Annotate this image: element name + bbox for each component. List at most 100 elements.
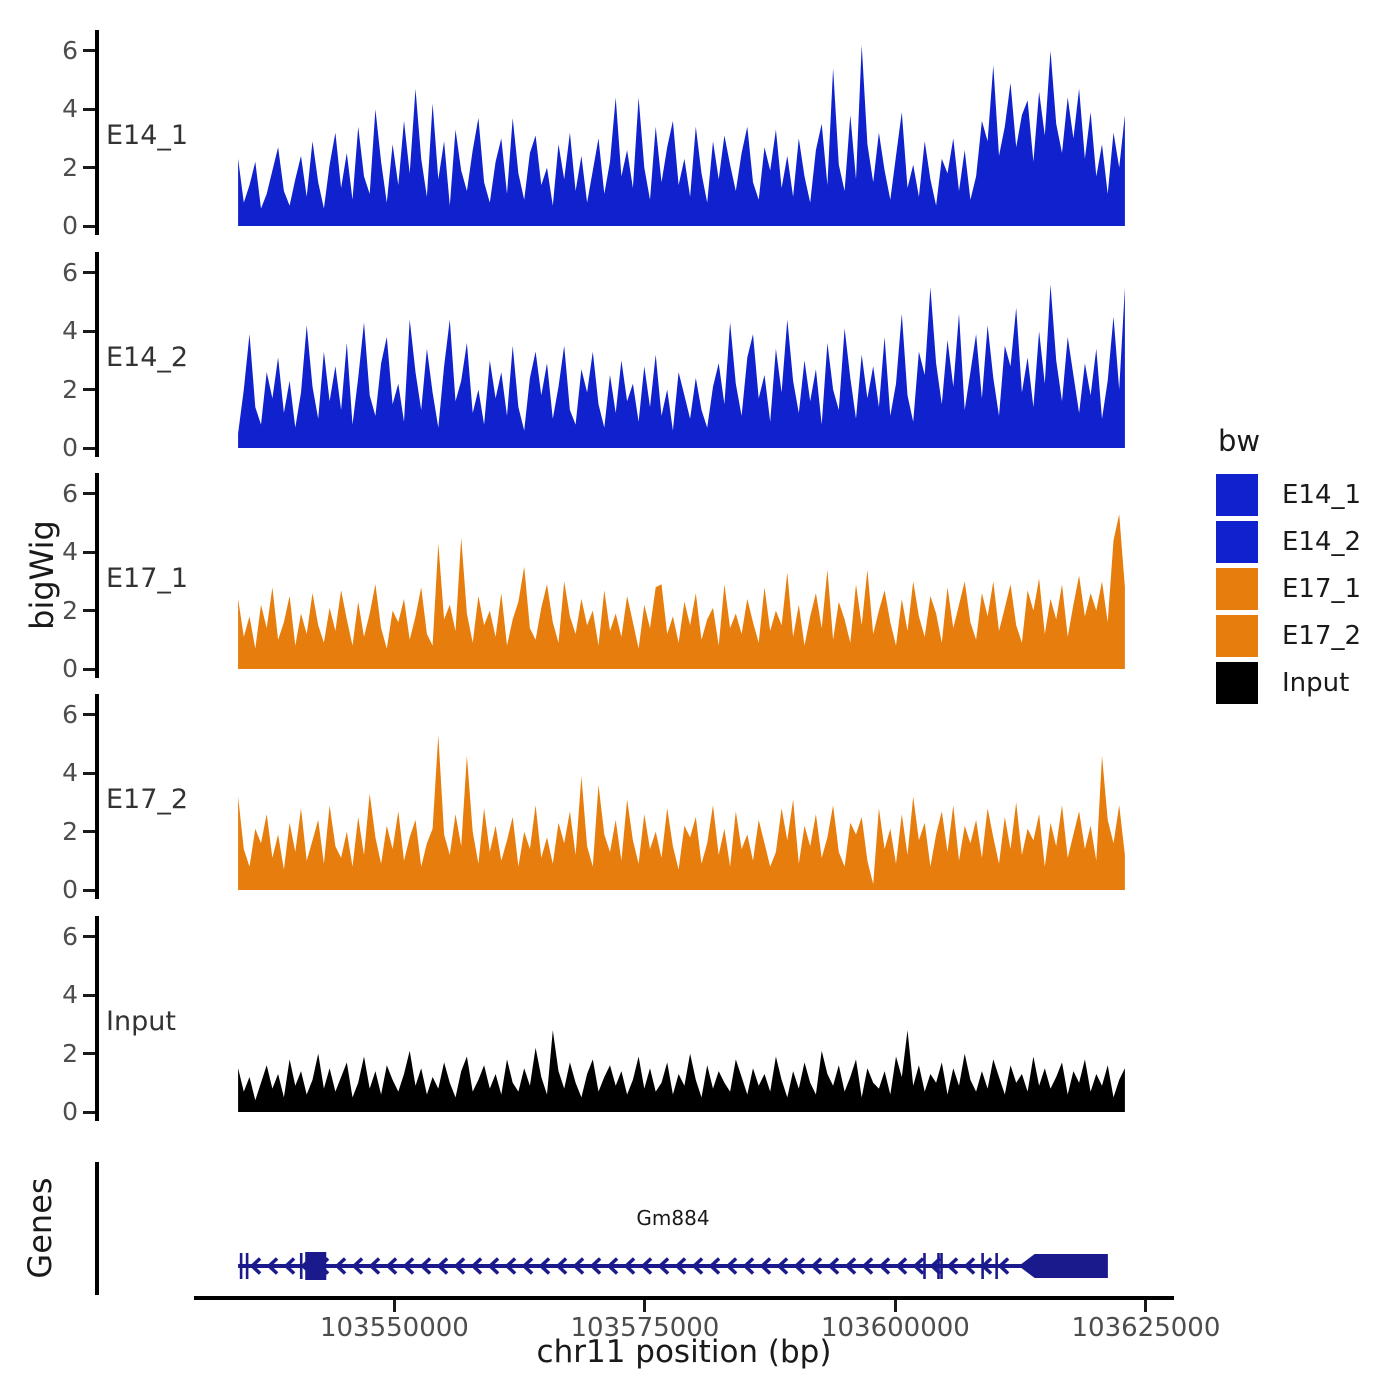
- x-axis-line: [194, 1296, 1174, 1300]
- legend-item-E14_2: E14_2: [1216, 521, 1361, 563]
- gene-strand-arrow: [589, 1257, 602, 1275]
- gene-strand-arrow: [385, 1257, 398, 1275]
- legend-swatch-E14_1: [1216, 474, 1258, 516]
- genes-axis-line: [95, 1162, 99, 1295]
- y-tick-label: 0: [62, 875, 78, 904]
- gene-strand-arrow: [606, 1257, 619, 1275]
- gene-strand-arrow: [266, 1257, 279, 1275]
- gene-strand-arrow: [759, 1257, 772, 1275]
- legend-item-E17_2: E17_2: [1216, 615, 1361, 657]
- y-tick-label: 2: [62, 152, 78, 182]
- gene-strand-arrow: [776, 1257, 789, 1275]
- strip-label-E14_1: E14_1: [106, 120, 189, 151]
- y-tick-label: 6: [62, 35, 78, 65]
- gene-strand-arrow: [436, 1257, 449, 1275]
- legend-label: E17_2: [1282, 621, 1362, 651]
- gene-exon-tick: [940, 1253, 943, 1279]
- strip-label-E17_2: E17_2: [106, 784, 189, 815]
- gene-strand-arrow: [725, 1257, 738, 1275]
- x-tick-mark: [392, 1300, 396, 1312]
- gene-strand-arrow: [623, 1257, 636, 1275]
- legend-swatch-E14_2: [1216, 521, 1258, 563]
- y-tick-mark: [83, 830, 95, 834]
- legend-items: E14_1 E14_2 E17_1 E17_2 Input: [1216, 474, 1361, 704]
- y-axis-line: [95, 30, 99, 235]
- y-tick-label: 4: [62, 316, 78, 346]
- x-tick-label: 103575000: [570, 1313, 720, 1343]
- gene-exon-tick: [937, 1253, 940, 1279]
- legend-swatch-E17_1: [1216, 568, 1258, 610]
- legend-title: bw: [1218, 424, 1261, 458]
- gene-strand-arrow: [368, 1257, 381, 1275]
- gene-exon-tick: [299, 1253, 303, 1279]
- y-tick-label: 2: [62, 595, 78, 625]
- y-tick-mark: [83, 446, 95, 450]
- y-axis-line: [95, 694, 99, 899]
- y-tick-label: 6: [62, 699, 78, 729]
- y-tick-label: 0: [62, 1097, 78, 1126]
- gene-strand-arrow: [997, 1257, 1010, 1275]
- y-tick-mark: [83, 329, 95, 333]
- x-tick-label: 103550000: [319, 1313, 469, 1343]
- legend-label: Input: [1282, 668, 1350, 698]
- legend-label: E14_1: [1282, 480, 1362, 510]
- gene-strand-arrow: [572, 1257, 585, 1275]
- signal-E17_2: [238, 735, 1125, 890]
- legend-item-E17_1: E17_1: [1216, 568, 1361, 610]
- y-tick-label: 4: [62, 537, 78, 567]
- y-axis-line: [95, 252, 99, 457]
- gene-name-label: Gm884: [636, 1206, 710, 1230]
- y-tick-mark: [83, 107, 95, 111]
- y-tick-label: 2: [62, 816, 78, 846]
- gene-strand-arrow: [878, 1257, 891, 1275]
- y-axis-line: [95, 473, 99, 678]
- track-area-E14_2: [238, 284, 1125, 448]
- signal-Input: [238, 1030, 1125, 1112]
- y-tick-label: 0: [62, 433, 78, 462]
- legend-item-E14_1: E14_1: [1216, 474, 1361, 516]
- strip-label-E14_2: E14_2: [106, 342, 189, 373]
- gene-strand-arrow: [504, 1257, 517, 1275]
- x-axis-title: chr11 position (bp): [536, 1334, 832, 1370]
- signal-E14_2: [238, 284, 1125, 448]
- gene-strand-arrow: [249, 1257, 262, 1275]
- gene-strand-arrow: [674, 1257, 687, 1275]
- gene-track-Gm884: [238, 1252, 1108, 1280]
- signal-E17_1: [238, 514, 1125, 669]
- legend-label: E17_1: [1282, 574, 1362, 604]
- gene-exon-tick: [239, 1253, 243, 1279]
- gene-strand-arrow: [912, 1257, 925, 1275]
- y-tick-mark: [83, 888, 95, 892]
- y-tick-label: 4: [62, 980, 78, 1010]
- y-tick-label: 0: [62, 211, 78, 240]
- gene-strand-arrow: [283, 1257, 296, 1275]
- gene-strand-arrow: [691, 1257, 704, 1275]
- x-tick-mark: [643, 1300, 647, 1312]
- gene-strand-arrow: [708, 1257, 721, 1275]
- y-tick-mark: [83, 667, 95, 671]
- y-tick-label: 4: [62, 758, 78, 788]
- gene-strand-arrow: [538, 1257, 551, 1275]
- gene-exon-box: [305, 1252, 327, 1280]
- gene-strand-arrow: [555, 1257, 568, 1275]
- gene-exon-tick: [923, 1253, 926, 1279]
- legend: bw E14_1 E14_2 E17_1 E17_2 Input: [1216, 424, 1361, 709]
- y-tick-mark: [83, 993, 95, 997]
- y-tick-label: 6: [62, 257, 78, 287]
- gene-strand-arrow: [793, 1257, 806, 1275]
- y-tick-label: 6: [62, 921, 78, 951]
- gene-strand-arrow: [470, 1257, 483, 1275]
- y-tick-mark: [83, 550, 95, 554]
- track-area-Input: [238, 1030, 1125, 1112]
- y-tick-mark: [83, 609, 95, 613]
- track-area-E17_1: [238, 514, 1125, 669]
- y-tick-mark: [83, 388, 95, 392]
- y-tick-label: 2: [62, 1038, 78, 1068]
- y-axis-line: [95, 916, 99, 1121]
- gene-strand-arrow: [334, 1257, 347, 1275]
- gene-strand-arrow: [453, 1257, 466, 1275]
- track-area-E17_2: [238, 735, 1125, 890]
- x-tick-label: 103625000: [1071, 1313, 1221, 1343]
- gene-strand-arrow: [861, 1257, 874, 1275]
